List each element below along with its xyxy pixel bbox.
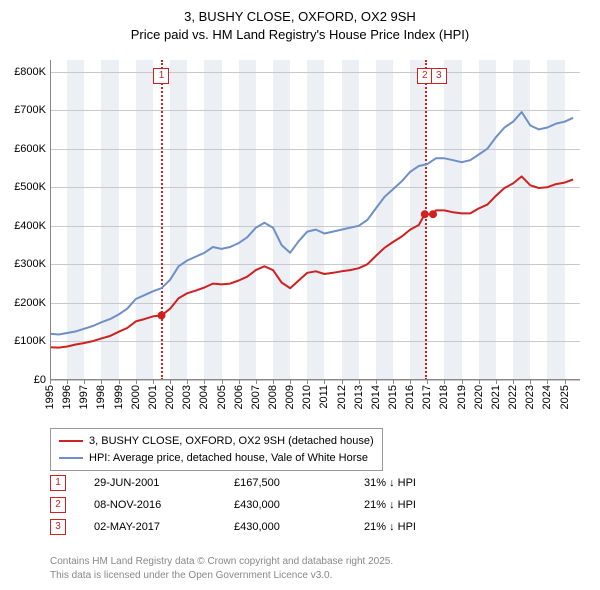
x-tick: 2010: [301, 385, 313, 409]
x-tick: 2002: [164, 385, 176, 409]
x-tick: 2025: [559, 385, 571, 409]
table-row: 2 08-NOV-2016£430,00021% ↓ HPI: [50, 494, 464, 516]
chart-area: £0£100K£200K£300K£400K£500K£600K£700K£80…: [50, 60, 580, 380]
x-tick: 2019: [456, 385, 468, 409]
table-row: 1 29-JUN-2001£167,50031% ↓ HPI: [50, 472, 464, 494]
x-tick: 2015: [387, 385, 399, 409]
x-tick: 1999: [113, 385, 125, 409]
x-tick: 2013: [353, 385, 365, 409]
row-date: 08-NOV-2016: [94, 499, 234, 511]
x-tick: 2003: [181, 385, 193, 409]
x-tick: 1998: [95, 385, 107, 409]
table-row: 3 02-MAY-2017£430,00021% ↓ HPI: [50, 516, 464, 538]
y-tick: £100K: [14, 335, 46, 347]
footer-line2: This data is licensed under the Open Gov…: [50, 569, 393, 583]
sale-dot: [421, 210, 429, 218]
title-line2: Price paid vs. HM Land Registry's House …: [0, 26, 600, 44]
y-tick: £500K: [14, 181, 46, 193]
legend: 3, BUSHY CLOSE, OXFORD, OX2 9SH (detache…: [50, 428, 383, 471]
x-tick: 2000: [130, 385, 142, 409]
x-tick: 2001: [147, 385, 159, 409]
x-tick: 2007: [250, 385, 262, 409]
x-tick: 2005: [216, 385, 228, 409]
x-tick: 2017: [421, 385, 433, 409]
legend-label: HPI: Average price, detached house, Vale…: [89, 450, 368, 467]
footer-line1: Contains HM Land Registry data © Crown c…: [50, 555, 393, 569]
footer-attribution: Contains HM Land Registry data © Crown c…: [50, 555, 393, 582]
x-tick: 2006: [233, 385, 245, 409]
x-tick: 2021: [490, 385, 502, 409]
x-tick: 2012: [336, 385, 348, 409]
x-tick: 2022: [507, 385, 519, 409]
x-tick: 2016: [404, 385, 416, 409]
row-delta: 21% ↓ HPI: [364, 499, 464, 511]
row-date: 02-MAY-2017: [94, 521, 234, 533]
x-tick: 2024: [541, 385, 553, 409]
y-tick: £600K: [14, 143, 46, 155]
x-tick: 1997: [78, 385, 90, 409]
y-tick: £700K: [14, 104, 46, 116]
row-delta: 21% ↓ HPI: [364, 521, 464, 533]
row-date: 29-JUN-2001: [94, 477, 234, 489]
sale-dot: [157, 311, 165, 319]
row-price: £430,000: [234, 521, 364, 533]
legend-label: 3, BUSHY CLOSE, OXFORD, OX2 9SH (detache…: [89, 433, 374, 450]
row-marker: 3: [50, 519, 66, 535]
y-tick: £300K: [14, 258, 46, 270]
legend-item: HPI: Average price, detached house, Vale…: [59, 450, 374, 467]
sale-dot: [429, 210, 437, 218]
x-tick: 2018: [438, 385, 450, 409]
x-tick: 2014: [370, 385, 382, 409]
title-line1: 3, BUSHY CLOSE, OXFORD, OX2 9SH: [0, 8, 600, 26]
y-tick: £200K: [14, 297, 46, 309]
x-tick: 2020: [473, 385, 485, 409]
row-marker: 2: [50, 497, 66, 513]
x-tick: 2011: [318, 385, 330, 409]
y-tick: £400K: [14, 220, 46, 232]
series-hpi: [50, 112, 573, 335]
chart-title: 3, BUSHY CLOSE, OXFORD, OX2 9SH Price pa…: [0, 0, 600, 43]
row-price: £167,500: [234, 477, 364, 489]
chart-svg: [50, 60, 580, 380]
series-property: [50, 176, 573, 347]
x-tick: 2004: [198, 385, 210, 409]
x-tick: 2009: [284, 385, 296, 409]
sales-table: 1 29-JUN-2001£167,50031% ↓ HPI 2 08-NOV-201…: [50, 472, 464, 538]
row-price: £430,000: [234, 499, 364, 511]
y-tick: £800K: [14, 66, 46, 78]
legend-item: 3, BUSHY CLOSE, OXFORD, OX2 9SH (detache…: [59, 433, 374, 450]
legend-swatch: [59, 440, 83, 442]
x-tick: 1996: [61, 385, 73, 409]
x-tick: 1995: [44, 385, 56, 409]
row-marker: 1: [50, 475, 66, 491]
row-delta: 31% ↓ HPI: [364, 477, 464, 489]
x-tick: 2023: [524, 385, 536, 409]
x-tick: 2008: [267, 385, 279, 409]
legend-swatch: [59, 457, 83, 459]
